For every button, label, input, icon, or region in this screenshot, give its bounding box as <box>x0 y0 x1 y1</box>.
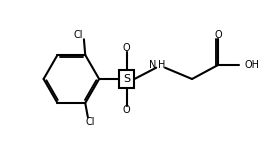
Text: O: O <box>214 30 222 40</box>
FancyBboxPatch shape <box>119 70 134 88</box>
Text: O: O <box>123 43 130 53</box>
Text: O: O <box>123 105 130 115</box>
Text: Cl: Cl <box>74 30 83 40</box>
Text: Cl: Cl <box>86 117 95 127</box>
Text: H: H <box>158 60 166 70</box>
Text: N: N <box>149 60 156 70</box>
Text: S: S <box>123 74 130 84</box>
Text: OH: OH <box>244 60 259 70</box>
